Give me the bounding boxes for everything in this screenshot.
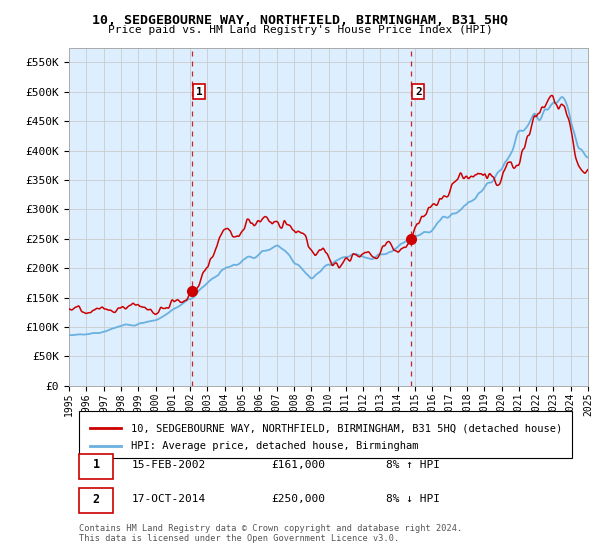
FancyBboxPatch shape [79,411,572,458]
FancyBboxPatch shape [79,454,113,479]
Text: 8% ↑ HPI: 8% ↑ HPI [386,460,440,469]
Text: 10, SEDGEBOURNE WAY, NORTHFIELD, BIRMINGHAM, B31 5HQ (detached house): 10, SEDGEBOURNE WAY, NORTHFIELD, BIRMING… [131,423,563,433]
Text: 8% ↓ HPI: 8% ↓ HPI [386,494,440,504]
FancyBboxPatch shape [79,488,113,514]
Text: 2: 2 [415,87,422,96]
Text: 2: 2 [92,493,100,506]
Text: £161,000: £161,000 [271,460,325,469]
Text: 15-FEB-2002: 15-FEB-2002 [131,460,206,469]
Text: 17-OCT-2014: 17-OCT-2014 [131,494,206,504]
Text: HPI: Average price, detached house, Birmingham: HPI: Average price, detached house, Birm… [131,441,419,451]
Text: Price paid vs. HM Land Registry's House Price Index (HPI): Price paid vs. HM Land Registry's House … [107,25,493,35]
Text: 10, SEDGEBOURNE WAY, NORTHFIELD, BIRMINGHAM, B31 5HQ: 10, SEDGEBOURNE WAY, NORTHFIELD, BIRMING… [92,14,508,27]
Text: 1: 1 [92,458,100,471]
Text: 1: 1 [196,87,202,96]
Text: Contains HM Land Registry data © Crown copyright and database right 2024.
This d: Contains HM Land Registry data © Crown c… [79,524,463,543]
Text: £250,000: £250,000 [271,494,325,504]
